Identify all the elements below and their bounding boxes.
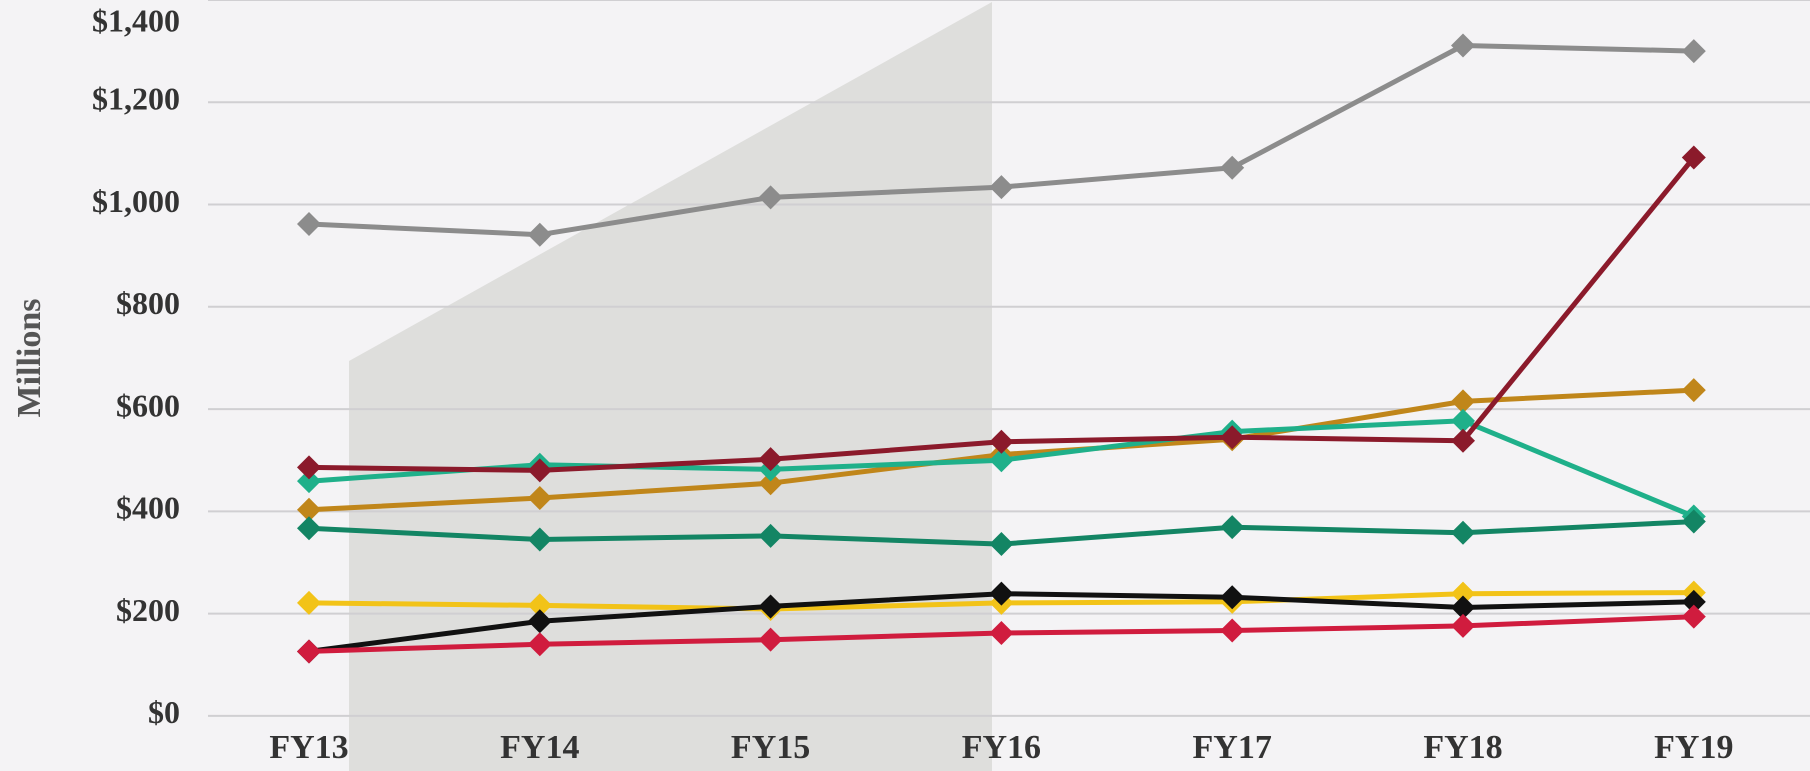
data-point — [1220, 618, 1245, 643]
data-point — [1681, 509, 1706, 534]
data-point — [527, 632, 552, 657]
data-point — [1681, 378, 1706, 403]
data-point — [1451, 581, 1475, 606]
data-point — [1451, 389, 1475, 414]
data-point — [758, 627, 783, 652]
data-point — [527, 458, 552, 483]
y-tick-label: $800 — [116, 285, 180, 321]
x-tick-label: FY15 — [731, 729, 810, 766]
data-point — [1451, 33, 1475, 58]
data-point — [297, 497, 321, 522]
x-tick-label: FY16 — [962, 729, 1041, 766]
data-point — [297, 469, 321, 494]
data-point — [527, 486, 552, 511]
y-tick-label: $1,000 — [92, 183, 180, 219]
data-point — [758, 185, 783, 210]
data-point — [758, 447, 783, 472]
data-point — [989, 621, 1014, 646]
background-shape — [349, 2, 992, 771]
data-point — [297, 516, 321, 541]
data-point — [1220, 585, 1245, 610]
x-tick-label: FY14 — [500, 729, 579, 766]
data-point — [1451, 613, 1475, 638]
y-tick-label: $600 — [116, 387, 180, 423]
data-point — [527, 222, 552, 247]
data-point — [758, 523, 783, 548]
series-line — [308, 43, 1694, 238]
x-tick-label: FY18 — [1423, 729, 1502, 766]
data-point — [1220, 515, 1245, 540]
data-point — [527, 593, 552, 618]
x-tick-label: FY19 — [1654, 729, 1733, 766]
data-point — [989, 532, 1014, 557]
data-point — [1451, 520, 1475, 545]
data-point — [989, 175, 1014, 200]
data-point — [1681, 39, 1706, 64]
x-tick-label: FY17 — [1193, 729, 1272, 766]
data-point — [758, 471, 783, 496]
data-point — [297, 590, 321, 615]
data-point — [1451, 428, 1475, 453]
data-point — [1681, 145, 1706, 170]
y-tick-label: $1,200 — [92, 81, 180, 117]
data-point — [527, 527, 552, 552]
data-point — [989, 448, 1014, 473]
data-point — [989, 581, 1014, 606]
y-tick-label: $400 — [116, 490, 180, 526]
y-tick-label: $200 — [116, 592, 180, 628]
data-point — [297, 211, 321, 236]
data-point — [1451, 408, 1475, 433]
data-point — [989, 429, 1014, 454]
data-point — [297, 639, 321, 664]
data-point — [758, 594, 783, 619]
data-point — [1451, 595, 1475, 620]
data-point — [1220, 155, 1245, 180]
y-tick-label: $0 — [148, 694, 180, 730]
y-axis-label: Millions — [11, 298, 48, 417]
data-point — [527, 609, 552, 634]
y-tick-label: $1,400 — [92, 2, 180, 38]
data-point — [1681, 604, 1706, 629]
data-point — [1220, 425, 1245, 450]
data-point — [297, 455, 321, 480]
x-tick-label: FY13 — [269, 729, 348, 766]
data-point — [1681, 589, 1706, 614]
